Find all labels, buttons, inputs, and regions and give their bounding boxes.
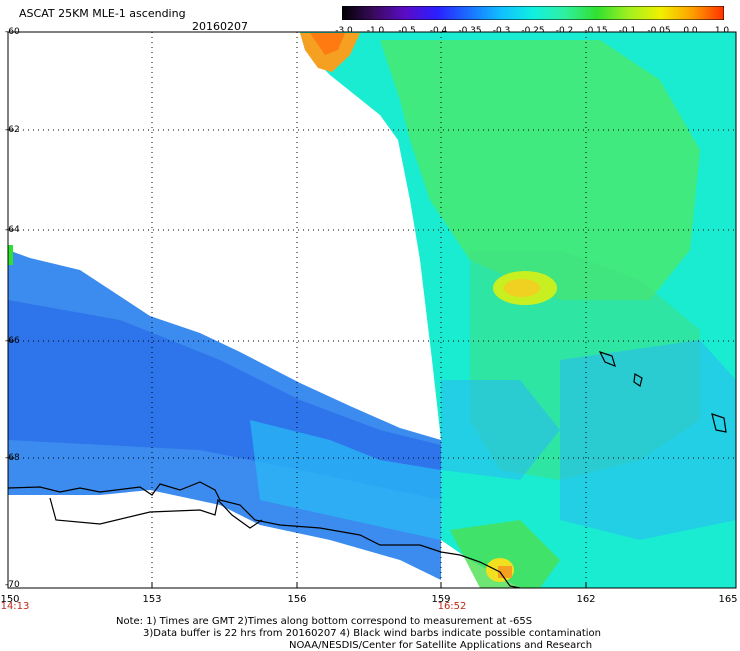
lon-label: 153: [142, 594, 162, 605]
colorbar-tick-label: -0.35: [458, 26, 482, 36]
island: [598, 350, 616, 368]
time-label: 16:52: [437, 601, 467, 612]
colorbar-tick-label: 1.0: [714, 26, 730, 36]
coastline: [7, 481, 521, 589]
colorbar-tick-label: -0.4: [429, 26, 448, 36]
footnote-line-2: 3)Data buffer is 22 hrs from 20160207 4)…: [143, 628, 601, 639]
colorbar-tick-label: -0.3: [492, 26, 511, 36]
colorbar-tick-label: 0.0: [683, 26, 698, 36]
lon-label: 150: [0, 594, 20, 605]
lat-label: -68: [5, 453, 20, 463]
lon-label: 159: [431, 594, 451, 605]
footnote-line-1: Note: 1) Times are GMT 2)Times along bot…: [116, 616, 533, 627]
lat-label: -60: [5, 27, 20, 37]
colorbar-tick-label: -0.5: [398, 26, 416, 36]
colorbar-tick-label: -1.0: [366, 26, 385, 36]
map-date: 20160207: [192, 20, 248, 33]
lat-label: -64: [5, 225, 20, 235]
time-label: 14:13: [0, 601, 30, 612]
colorbar-tick-label: -3.0: [335, 26, 353, 36]
colorbar-tick-label: -0.2: [555, 26, 574, 36]
lat-label: -62: [5, 125, 20, 135]
colorbar: [342, 6, 724, 20]
colorbar-tick-label: -0.25: [521, 26, 545, 36]
colorbar-tick-label: -0.15: [584, 26, 608, 36]
lon-label: 165: [718, 594, 738, 605]
colorbar-tick-label: -0.1: [618, 26, 637, 36]
map-title: ASCAT 25KM MLE-1 ascending: [19, 7, 186, 20]
lon-label: 162: [576, 594, 596, 605]
lat-label: -66: [5, 336, 20, 346]
colorbar-tick-label: -0.05: [647, 26, 671, 36]
lon-label: 156: [287, 594, 307, 605]
footnote-credit: NOAA/NESDIS/Center for Satellite Applica…: [289, 640, 593, 651]
colorbar-gradient: [342, 6, 724, 20]
lat-label: -70: [5, 580, 20, 590]
